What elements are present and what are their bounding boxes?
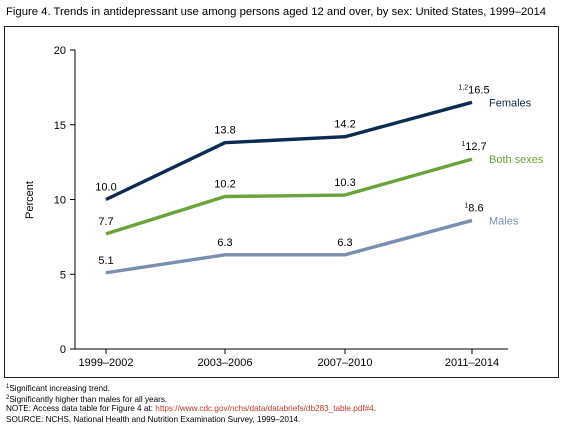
data-label-mark-females: 1,2 (458, 84, 468, 91)
x-tick-label-2: 2007–2010 (317, 357, 372, 369)
y-tick-label-4: 20 (54, 45, 66, 57)
x-tick-label-3: 2011–2014 (445, 357, 499, 369)
footnote-2: 2Significantly higher than males for all… (6, 393, 167, 405)
footnote-2-text: Significantly higher than males for all … (9, 395, 168, 404)
note-line: NOTE: Access data table for Figure 4 at:… (6, 404, 376, 414)
legend-label-both-sexes: Both sexes (489, 154, 544, 166)
y-tick-label-1: 5 (60, 269, 66, 281)
source-line: SOURCE: NCHS, National Health and Nutrit… (6, 415, 301, 424)
data-label-both-sexes-0: 7.7 (98, 216, 113, 228)
series-line-both-sexes (105, 157, 473, 236)
data-label-females-2: 14.2 (334, 119, 355, 131)
data-label-males-2: 6.3 (337, 237, 352, 249)
data-table-link[interactable]: https://www.cdc.gov/nchs/data/databriefs… (155, 404, 374, 413)
data-label-both-sexes-2: 10.3 (334, 177, 355, 189)
data-label-value-females: 16.5 (468, 84, 489, 96)
y-tick-label-2: 10 (54, 195, 66, 207)
legend-label-males: Males (489, 215, 519, 227)
x-tick-label-1: 2003–2006 (197, 357, 252, 369)
footnote-1-text: Significant increasing trend. (9, 384, 110, 393)
chart-frame (4, 26, 559, 378)
series-line-females (105, 100, 473, 202)
series-line-males (105, 218, 473, 275)
data-label-both-sexes-1: 10.2 (214, 179, 235, 191)
footnote-2-mark: 2 (6, 395, 10, 401)
data-label-both-sexes-3: 112.7 (461, 141, 486, 153)
data-label-males-0: 5.1 (98, 255, 113, 267)
data-label-mark-both-sexes: 1 (461, 141, 465, 148)
x-tick-label-0: 1999–2002 (78, 357, 133, 369)
data-label-mark-males: 1 (464, 202, 468, 209)
footnote-1-mark: 1 (6, 384, 10, 390)
data-label-females-1: 13.8 (214, 125, 235, 137)
y-tick-label-0: 0 (60, 344, 66, 356)
footnote-1: 1Significant increasing trend. (6, 382, 110, 394)
note-suffix: . (373, 404, 377, 413)
data-label-males-3: 18.6 (464, 202, 483, 214)
data-label-males-1: 6.3 (217, 237, 232, 249)
data-label-females-0: 10.0 (95, 182, 116, 194)
data-label-value-males: 8.6 (468, 202, 483, 214)
figure-title: Figure 4. Trends in antidepressant use a… (6, 6, 547, 18)
y-axis-title: Percent (24, 181, 36, 219)
note-prefix: NOTE: Access data table for Figure 4 at: (6, 404, 156, 413)
legend-label-females: Females (489, 97, 532, 109)
y-tick-label-3: 15 (54, 120, 66, 132)
data-label-value-both-sexes: 12.7 (465, 141, 486, 153)
data-label-females-3: 1,216.5 (458, 84, 489, 96)
